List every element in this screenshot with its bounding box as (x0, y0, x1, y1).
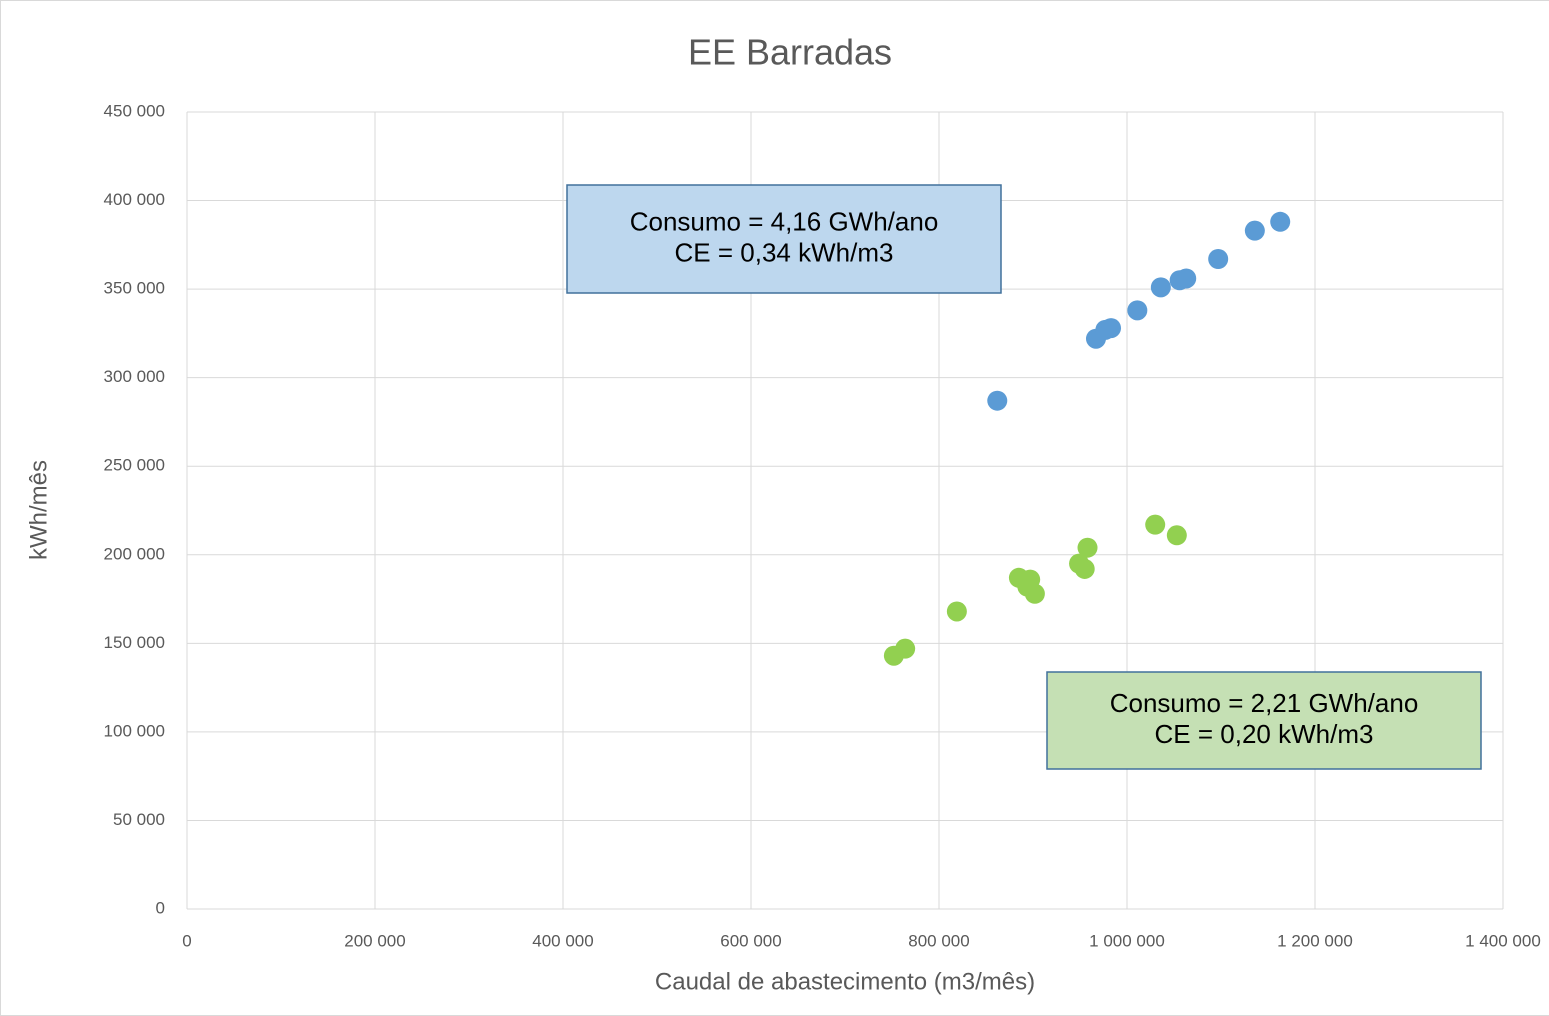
scatter-point (1166, 525, 1187, 546)
annotation-text: Consumo = 4,16 GWh/ano (630, 206, 939, 236)
scatter-point (1024, 583, 1045, 604)
scatter-point (946, 601, 967, 622)
chart-title: EE Barradas (688, 32, 892, 73)
x-axis-label: Caudal de abastecimento (m3/mês) (655, 968, 1035, 995)
y-axis-label: kWh/mês (25, 460, 52, 560)
scatter-point (1176, 268, 1197, 289)
scatter-point (1208, 249, 1229, 270)
scatter-point (1150, 277, 1171, 298)
x-tick-label: 0 (182, 931, 191, 950)
scatter-point (1145, 514, 1166, 535)
y-tick-label: 0 (156, 898, 165, 917)
x-tick-label: 200 000 (344, 931, 405, 950)
y-tick-label: 350 000 (104, 279, 165, 298)
annotation-box (1046, 671, 1482, 770)
scatter-point (1127, 300, 1148, 321)
y-tick-label: 400 000 (104, 190, 165, 209)
scatter-point (1244, 220, 1265, 241)
scatter-point (895, 638, 916, 659)
x-tick-label: 600 000 (720, 931, 781, 950)
x-tick-label: 1 200 000 (1277, 931, 1353, 950)
annotation-text: Consumo = 2,21 GWh/ano (1110, 688, 1419, 718)
annotation-text: CE = 0,34 kWh/m3 (675, 237, 894, 267)
x-tick-label: 400 000 (532, 931, 593, 950)
y-tick-label: 100 000 (104, 721, 165, 740)
scatter-point (987, 390, 1008, 411)
scatter-point (1101, 318, 1122, 339)
scatter-point (1077, 537, 1098, 558)
scatter-point (1270, 211, 1291, 232)
y-tick-label: 250 000 (104, 456, 165, 475)
x-tick-label: 1 000 000 (1089, 931, 1165, 950)
scatter-point (1074, 558, 1095, 579)
y-tick-label: 50 000 (113, 810, 165, 829)
y-tick-label: 150 000 (104, 633, 165, 652)
annotation-text: CE = 0,20 kWh/m3 (1155, 719, 1374, 749)
x-tick-label: 800 000 (908, 931, 969, 950)
y-tick-label: 300 000 (104, 367, 165, 386)
x-tick-label: 1 400 000 (1465, 931, 1541, 950)
y-tick-label: 200 000 (104, 544, 165, 563)
annotation-box (566, 184, 1002, 294)
y-tick-label: 450 000 (104, 101, 165, 120)
